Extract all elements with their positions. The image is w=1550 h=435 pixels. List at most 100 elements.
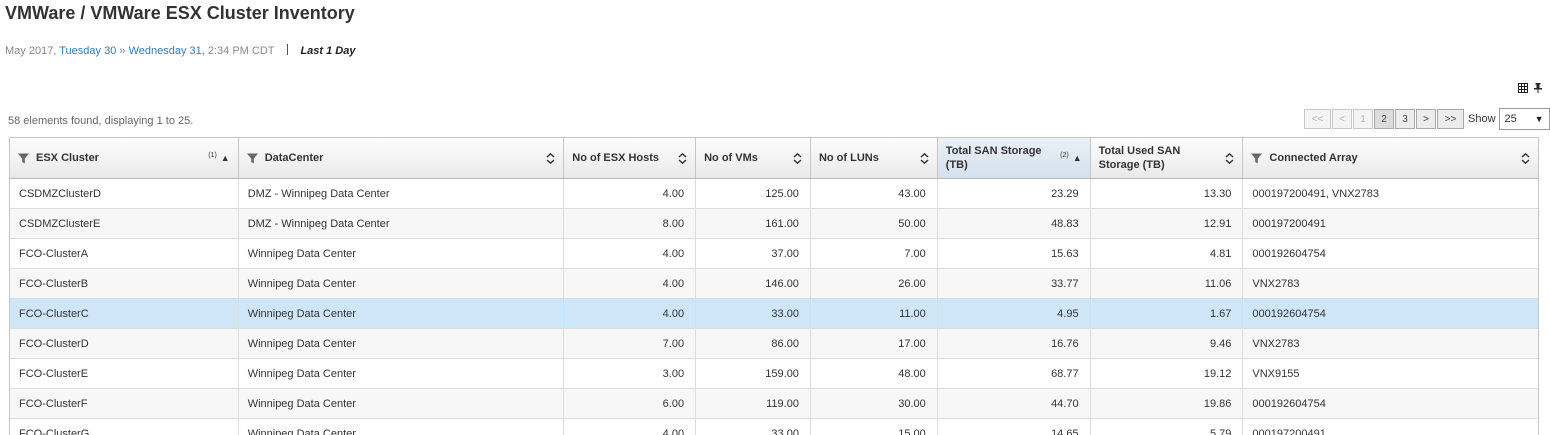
table-cell: 119.00 (696, 389, 811, 418)
table-cell: 26.00 (811, 269, 938, 298)
table-cell: Winnipeg Data Center (239, 419, 565, 435)
table-cell: 48.83 (938, 209, 1091, 238)
table-cell: VNX2783 (1252, 277, 1300, 290)
sort-ascending-icon: ▲ (1072, 153, 1082, 163)
table-cell: 33.00 (696, 419, 811, 435)
column-header-5[interactable]: No of LUNs (811, 138, 938, 178)
table-cell: 146.00 (696, 269, 811, 298)
column-label: Connected Array (1269, 152, 1358, 164)
table-body: CSDMZClusterD DMZ - Winnipeg Data Center 4… (10, 179, 1538, 435)
prev-page-button[interactable]: < (1332, 109, 1352, 129)
table-icon[interactable] (1518, 83, 1528, 96)
page-button-2[interactable]: 2 (1374, 109, 1394, 129)
column-header-6[interactable]: Total SAN Storage (TB) (2) ▲ (937, 138, 1091, 178)
table-cell: FCO-ClusterB (10, 269, 239, 298)
table-cell: 6.00 (564, 389, 697, 418)
table-cell: 125.00 (696, 179, 811, 208)
table-cell: Winnipeg Data Center (239, 329, 565, 358)
table-header: ESX Cluster (1) ▲ DataCenter No of ESX Hosts… (10, 138, 1538, 179)
chevron-down-icon: ▼ (1534, 114, 1544, 124)
first-page-button[interactable]: << (1304, 109, 1331, 129)
table-cell: 19.12 (1091, 359, 1244, 388)
table-row[interactable]: FCO-ClusterE Winnipeg Data Center 3.00 159.… (10, 359, 1538, 389)
column-header-4[interactable]: No of VMs (696, 138, 811, 178)
cluster-table: ESX Cluster (1) ▲ DataCenter No of ESX Hosts… (9, 137, 1539, 435)
table-cell: 9.46 (1091, 329, 1244, 358)
sort-order-badge: (1) (208, 151, 217, 159)
table-row[interactable]: FCO-ClusterG Winnipeg Data Center 4.00 33.0… (10, 419, 1538, 435)
filter-icon[interactable] (1251, 153, 1263, 164)
table-cell: 48.00 (811, 359, 938, 388)
table-cell: 11.06 (1091, 269, 1244, 298)
table-cell: 5.79 (1091, 419, 1244, 435)
date-start-link[interactable]: Tuesday 30 (59, 45, 117, 57)
column-label: No of LUNs (818, 152, 879, 164)
column-header-8[interactable]: Connected Array (1243, 138, 1538, 178)
date-end-link[interactable]: Wednesday 31, (128, 45, 205, 57)
table-cell: 4.00 (564, 269, 697, 298)
table-cell: 44.70 (938, 389, 1091, 418)
sort-both-icon (920, 152, 929, 164)
table-cell: Winnipeg Data Center (239, 389, 565, 418)
column-label: Total Used SAN Storage (TB) (1098, 145, 1181, 171)
date-time: 2:34 PM CDT (207, 45, 275, 57)
table-cell: 4.00 (564, 299, 697, 328)
sort-order-badge: (2) (1060, 151, 1069, 159)
column-label: Total SAN Storage (TB) (945, 145, 1042, 171)
table-cell: FCO-ClusterD (10, 329, 239, 358)
sort-both-icon (1521, 152, 1530, 164)
sort-both-icon (793, 152, 802, 164)
table-cell: 37.00 (696, 239, 811, 268)
table-cell: 12.91 (1091, 209, 1244, 238)
filter-icon[interactable] (246, 153, 258, 164)
last-page-button[interactable]: >> (1437, 109, 1464, 129)
table-cell: 15.63 (938, 239, 1091, 268)
column-header-1[interactable]: ESX Cluster (1) ▲ (10, 138, 239, 178)
time-range-selector[interactable]: Last 1 Day (300, 45, 356, 57)
next-page-button[interactable]: > (1416, 109, 1436, 129)
table-cell: 19.86 (1091, 389, 1244, 418)
table-cell: 17.00 (811, 329, 938, 358)
divider (287, 44, 289, 55)
table-row[interactable]: FCO-ClusterC Winnipeg Data Center 4.00 33.0… (10, 299, 1538, 329)
table-cell: 4.00 (564, 179, 697, 208)
table-cell: FCO-ClusterG (10, 419, 239, 435)
table-cell: Winnipeg Data Center (239, 269, 565, 298)
table-cell: 33.77 (938, 269, 1091, 298)
table-row[interactable]: CSDMZClusterE DMZ - Winnipeg Data Center 8… (10, 209, 1538, 239)
column-header-2[interactable]: DataCenter (239, 138, 565, 178)
table-row[interactable]: FCO-ClusterA Winnipeg Data Center 4.00 37.0… (10, 239, 1538, 269)
table-cell: 16.76 (938, 329, 1091, 358)
table-cell: DMZ - Winnipeg Data Center (239, 209, 565, 238)
column-header-7[interactable]: Total Used SAN Storage (TB) (1091, 138, 1244, 178)
table-cell: 43.00 (811, 179, 938, 208)
column-label: No of VMs (704, 152, 758, 164)
table-cell: 4.00 (564, 239, 697, 268)
table-cell: 7.00 (564, 329, 697, 358)
table-cell: 33.00 (696, 299, 811, 328)
table-row[interactable]: FCO-ClusterF Winnipeg Data Center 6.00 119.… (10, 389, 1538, 419)
table-cell: FCO-ClusterF (10, 389, 239, 418)
date-range-line: May 2017, Tuesday 30 » Wednesday 31, 2:3… (5, 44, 355, 57)
table-cell: VNX2783 (1252, 337, 1300, 350)
page-button-1[interactable]: 1 (1353, 109, 1373, 129)
date-arrow: » (119, 45, 126, 57)
table-row[interactable]: CSDMZClusterD DMZ - Winnipeg Data Center 4… (10, 179, 1538, 209)
pagination: << < 1 2 3 > >> Show 25 ▼ (1304, 108, 1550, 130)
table-cell: Winnipeg Data Center (239, 239, 565, 268)
results-summary: 58 elements found, displaying 1 to 25. (8, 115, 194, 127)
filter-icon[interactable] (18, 153, 29, 164)
table-cell: CSDMZClusterD (10, 179, 239, 208)
table-cell: Winnipeg Data Center (239, 299, 565, 328)
page-size-select[interactable]: 25 ▼ (1498, 108, 1550, 130)
pin-icon[interactable] (1534, 83, 1542, 96)
toolbar-icons (1518, 83, 1542, 96)
table-cell: 7.00 (811, 239, 938, 268)
table-row[interactable]: FCO-ClusterB Winnipeg Data Center 4.00 146.… (10, 269, 1538, 299)
page-button-3[interactable]: 3 (1395, 109, 1415, 129)
table-cell: VNX9155 (1252, 367, 1300, 380)
table-row[interactable]: FCO-ClusterD Winnipeg Data Center 7.00 86.0… (10, 329, 1538, 359)
sort-ascending-icon: ▲ (220, 153, 230, 163)
column-header-3[interactable]: No of ESX Hosts (564, 138, 697, 178)
table-cell: 000192604754 (1252, 247, 1326, 260)
